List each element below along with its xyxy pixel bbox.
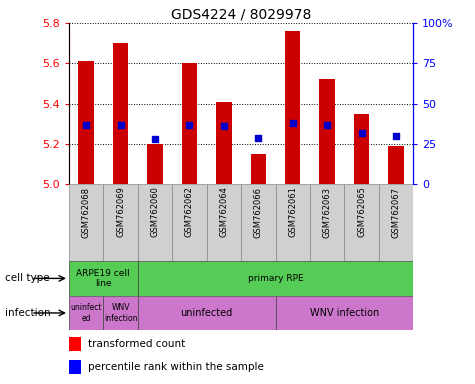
Text: GSM762066: GSM762066 bbox=[254, 187, 263, 238]
Text: GSM762063: GSM762063 bbox=[323, 187, 332, 238]
Point bbox=[255, 134, 262, 141]
Text: GSM762065: GSM762065 bbox=[357, 187, 366, 237]
Point bbox=[117, 122, 124, 128]
Text: GSM762060: GSM762060 bbox=[151, 187, 160, 237]
Bar bbox=[310, 184, 344, 261]
Bar bbox=[379, 184, 413, 261]
Text: GSM762067: GSM762067 bbox=[391, 187, 400, 238]
Text: ARPE19 cell
line: ARPE19 cell line bbox=[76, 269, 130, 288]
Bar bbox=[104, 296, 138, 330]
Bar bbox=[388, 146, 404, 184]
Point bbox=[151, 136, 159, 142]
Text: primary RPE: primary RPE bbox=[247, 274, 304, 283]
Point bbox=[323, 122, 331, 128]
Text: GSM762069: GSM762069 bbox=[116, 187, 125, 237]
Bar bbox=[69, 184, 104, 261]
Bar bbox=[78, 61, 94, 184]
Bar bbox=[138, 184, 172, 261]
Bar bbox=[147, 144, 163, 184]
Bar bbox=[113, 43, 128, 184]
Point bbox=[82, 122, 90, 128]
Bar bbox=[276, 296, 413, 330]
Bar bbox=[276, 184, 310, 261]
Point bbox=[220, 123, 228, 129]
Point bbox=[358, 130, 365, 136]
Text: percentile rank within the sample: percentile rank within the sample bbox=[88, 362, 264, 372]
Title: GDS4224 / 8029978: GDS4224 / 8029978 bbox=[171, 8, 311, 22]
Bar bbox=[250, 154, 266, 184]
Point bbox=[186, 122, 193, 128]
Text: GSM762068: GSM762068 bbox=[82, 187, 91, 238]
Bar bbox=[207, 184, 241, 261]
Bar bbox=[181, 63, 197, 184]
Text: GSM762064: GSM762064 bbox=[219, 187, 228, 237]
Text: GSM762062: GSM762062 bbox=[185, 187, 194, 237]
Text: WNV infection: WNV infection bbox=[310, 308, 379, 318]
Bar bbox=[69, 296, 104, 330]
Bar bbox=[104, 184, 138, 261]
Bar bbox=[138, 296, 276, 330]
Bar bbox=[216, 102, 232, 184]
Bar bbox=[354, 114, 370, 184]
Text: transformed count: transformed count bbox=[88, 339, 185, 349]
Point bbox=[392, 133, 400, 139]
Text: uninfect
ed: uninfect ed bbox=[70, 303, 102, 323]
Bar bbox=[69, 261, 138, 296]
Text: uninfected: uninfected bbox=[180, 308, 233, 318]
Point bbox=[289, 120, 296, 126]
Bar bbox=[138, 261, 413, 296]
Bar bbox=[69, 337, 81, 351]
Text: infection: infection bbox=[5, 308, 50, 318]
Bar bbox=[172, 184, 207, 261]
Text: cell type: cell type bbox=[5, 273, 49, 283]
Bar bbox=[241, 184, 276, 261]
Bar bbox=[69, 360, 81, 374]
Bar bbox=[285, 31, 301, 184]
Text: GSM762061: GSM762061 bbox=[288, 187, 297, 237]
Bar bbox=[344, 184, 379, 261]
Bar bbox=[319, 79, 335, 184]
Text: WNV
infection: WNV infection bbox=[104, 303, 137, 323]
